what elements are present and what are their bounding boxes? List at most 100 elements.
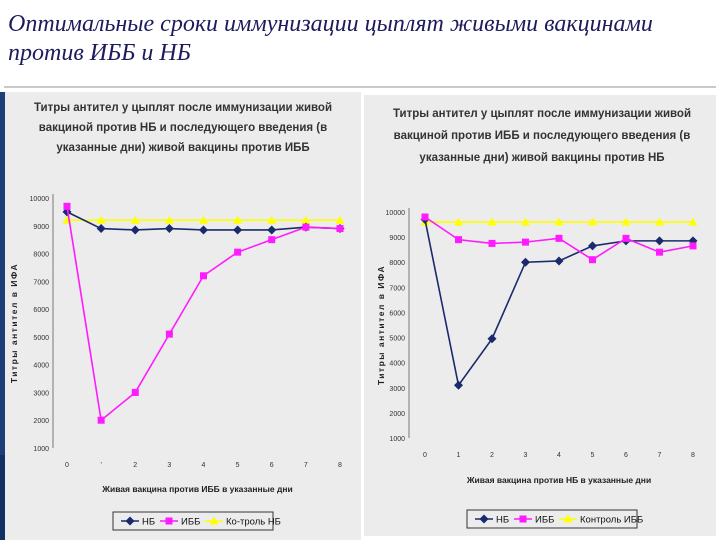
left-chart-title: Титры антител у цыплят после иммунизации… (33, 102, 333, 154)
right-chart-legend-marker (519, 515, 527, 523)
right-chart-data-point (522, 238, 529, 246)
left-chart-x-tick-label: 7 (304, 462, 308, 469)
left-chart-data-point (234, 248, 242, 256)
left-chart-data-point (301, 215, 311, 224)
left-chart-data-point (63, 202, 71, 210)
left-chart-y-tick-label: 7000 (33, 279, 49, 286)
right-chart-data-point (588, 241, 597, 251)
left-chart-data-point (96, 224, 106, 234)
right-chart-data-point (521, 257, 530, 267)
left-chart-data-point (336, 225, 344, 233)
left-chart-data-point (302, 223, 310, 231)
right-chart-data-point (621, 217, 631, 226)
left-chart-y-tick-label: 1000 (33, 446, 49, 453)
right-chart-y-tick-label: 6000 (389, 310, 405, 317)
left-chart-y-tick-label: 4000 (33, 363, 49, 370)
right-chart-x-tick-label: 4 (557, 452, 561, 459)
left-chart-svg: 1000 2000 3000 4000 5000 6000 7000 8000 9000 1000… (9, 194, 345, 531)
left-chart-data-point (164, 215, 174, 224)
left-chart-data-point (130, 215, 140, 224)
right-chart-y-tick-label: 2000 (389, 411, 405, 418)
left-chart-x-tick-label: 3 (167, 462, 171, 469)
right-chart-data-point (689, 242, 697, 250)
left-chart-series-line (66, 206, 341, 422)
right-chart-y-tick-label: 8000 (389, 260, 405, 267)
left-chart-data-point (199, 225, 208, 235)
left-chart-data-point (97, 416, 105, 424)
left-chart-x-tick-label: 4 (202, 462, 206, 469)
right-chart-data-point (487, 334, 497, 344)
right-chart-data-point (487, 217, 497, 226)
left-chart-legend-marker (209, 516, 219, 525)
left-chart-x-axis-label: Живая вакцина против ИББ в указанные дни (101, 484, 292, 494)
right-chart-x-tick-label: 5 (591, 452, 595, 459)
left-chart-y-tick-label: 10000 (30, 196, 50, 203)
left-chart-series-2 (62, 215, 345, 224)
left-chart-panel: Титры антител у цыплят после иммунизации… (5, 92, 361, 540)
right-chart-y-tick-label: 4000 (389, 361, 405, 368)
right-chart-x-tick-label: 8 (691, 452, 695, 459)
title-divider (4, 86, 716, 88)
left-chart-legend: НБ ИББ Ко-троль НБ (112, 511, 281, 531)
left-chart-data-point (267, 225, 277, 235)
right-chart-y-axis-label: Титры антител в ИФА (376, 265, 386, 385)
right-chart-legend-marker (479, 514, 489, 524)
left-chart-legend-label: Ко-троль НБ (226, 517, 281, 528)
left-chart-data-point (130, 225, 140, 235)
right-chart-y-tick-label: 7000 (389, 285, 405, 292)
right-chart-data-point (554, 217, 564, 226)
right-chart-x-tick-label: 1 (457, 452, 461, 459)
left-chart-x-tick-label: 8 (338, 462, 342, 469)
left-chart-legend-marker (125, 516, 135, 526)
right-chart-data-point (454, 217, 463, 226)
left-chart-data-point (165, 330, 173, 338)
left-chart-data-point (233, 225, 243, 235)
right-chart-legend-label: НБ (496, 515, 509, 526)
left-chart-data-point (233, 215, 243, 224)
left-chart-data-point (335, 215, 345, 224)
right-chart-series-2 (420, 217, 698, 226)
left-chart-data-point (96, 215, 106, 224)
left-chart-x-tick-label: 5 (236, 462, 240, 469)
slide-title: Оптимальные сроки иммунизации цыплят жив… (8, 11, 653, 66)
right-chart-data-point (421, 213, 429, 221)
left-chart-x-tick-label: 2 (133, 462, 137, 469)
right-chart-x-tick-label: 6 (624, 452, 628, 459)
left-chart-y-tick-label: 8000 (33, 252, 49, 259)
right-chart-data-point (656, 248, 663, 256)
right-chart-data-point (588, 217, 597, 226)
left-chart-data-point (164, 224, 174, 234)
left-chart-x-tick-label: ' (100, 462, 101, 469)
right-chart-series-line (424, 219, 693, 388)
right-chart-y-tick-label: 10000 (386, 210, 406, 217)
left-chart-y-tick-label: 6000 (33, 307, 49, 314)
left-chart-data-point (131, 388, 139, 396)
right-chart-data-point (521, 217, 530, 226)
right-chart-data-point (454, 380, 463, 390)
right-chart-y-tick-label: 3000 (389, 386, 405, 393)
right-chart-legend-label: ИББ (535, 515, 554, 526)
right-chart-title: Титры антител у цыплят после иммунизации… (392, 108, 692, 164)
left-accent-bar (0, 92, 5, 540)
left-chart-data-point (200, 272, 207, 280)
right-chart-x-tick-label: 2 (490, 452, 494, 459)
right-chart-panel: Титры антител у цыплят после иммунизации… (364, 95, 716, 536)
left-chart-y-tick-label: 3000 (33, 390, 49, 397)
left-chart-series-1 (63, 202, 344, 424)
right-chart-svg: 1000 2000 3000 4000 5000 6000 7000 8000 9000 1000… (376, 208, 698, 529)
left-chart-legend-marker (165, 517, 173, 525)
right-chart-legend: НБ ИББ Контроль ИББ (466, 509, 643, 529)
left-chart-y-tick-label: 2000 (33, 418, 49, 425)
left-chart-legend-label: ИББ (181, 517, 200, 528)
right-chart-legend-box (466, 509, 638, 529)
right-chart-data-point (655, 217, 664, 226)
left-chart-data-point (199, 215, 208, 224)
left-chart-y-tick-label: 9000 (33, 224, 49, 231)
right-chart-data-point (655, 236, 664, 246)
right-chart-x-axis-label: Живая вакцина против НБ в указанные дни (466, 475, 651, 485)
left-chart-x-tick-label: 6 (270, 462, 274, 469)
left-chart-y-axis-label: Титры антител в ИФА (9, 263, 19, 383)
right-chart-y-tick-label: 5000 (389, 336, 405, 343)
left-chart-legend-label: НБ (142, 517, 155, 528)
right-chart-data-point (622, 234, 630, 242)
